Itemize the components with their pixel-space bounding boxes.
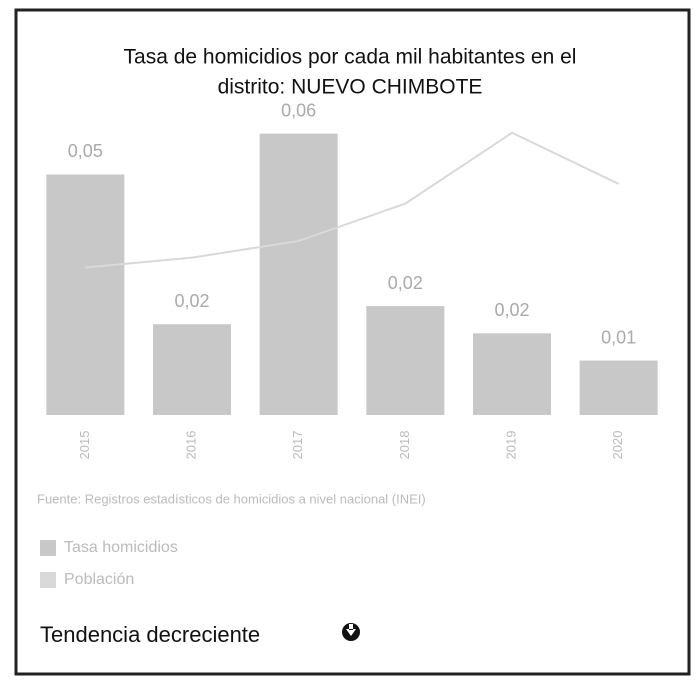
x-tick-label: 2015 <box>77 431 92 460</box>
bar <box>366 306 445 415</box>
x-tick-label: 2020 <box>610 431 625 460</box>
line <box>85 131 620 269</box>
legend-swatch <box>40 540 56 556</box>
data-label: 0,05 <box>68 141 103 161</box>
legend-label: Tasa homicidios <box>64 539 178 556</box>
x-tick-label: 2018 <box>397 431 412 460</box>
data-label: 0,01 <box>601 327 636 347</box>
x-tick-label: 2017 <box>290 431 305 460</box>
chart-subtitle: distrito: NUEVO CHIMBOTE <box>218 76 483 99</box>
x-tick-label: 2019 <box>503 431 518 460</box>
frame <box>14 8 691 676</box>
data-label: 0,02 <box>174 291 209 311</box>
legend-label: Población <box>64 571 134 588</box>
data-label: 0,02 <box>494 300 529 320</box>
legend-swatch <box>40 572 56 588</box>
bar <box>473 333 551 415</box>
data-label: 0,02 <box>388 273 423 293</box>
bar <box>46 174 125 415</box>
trend-icon <box>342 623 360 641</box>
bar <box>153 324 231 415</box>
footer: Tendencia decreciente <box>40 622 260 647</box>
bar <box>259 133 338 415</box>
data-label: 0,06 <box>281 100 316 120</box>
source: Fuente: Registros estadísticos de homici… <box>37 491 426 506</box>
chart-title: Tasa de homicidios por cada mil habitant… <box>124 46 577 69</box>
x-tick-label: 2016 <box>183 431 198 460</box>
bar <box>579 360 658 415</box>
